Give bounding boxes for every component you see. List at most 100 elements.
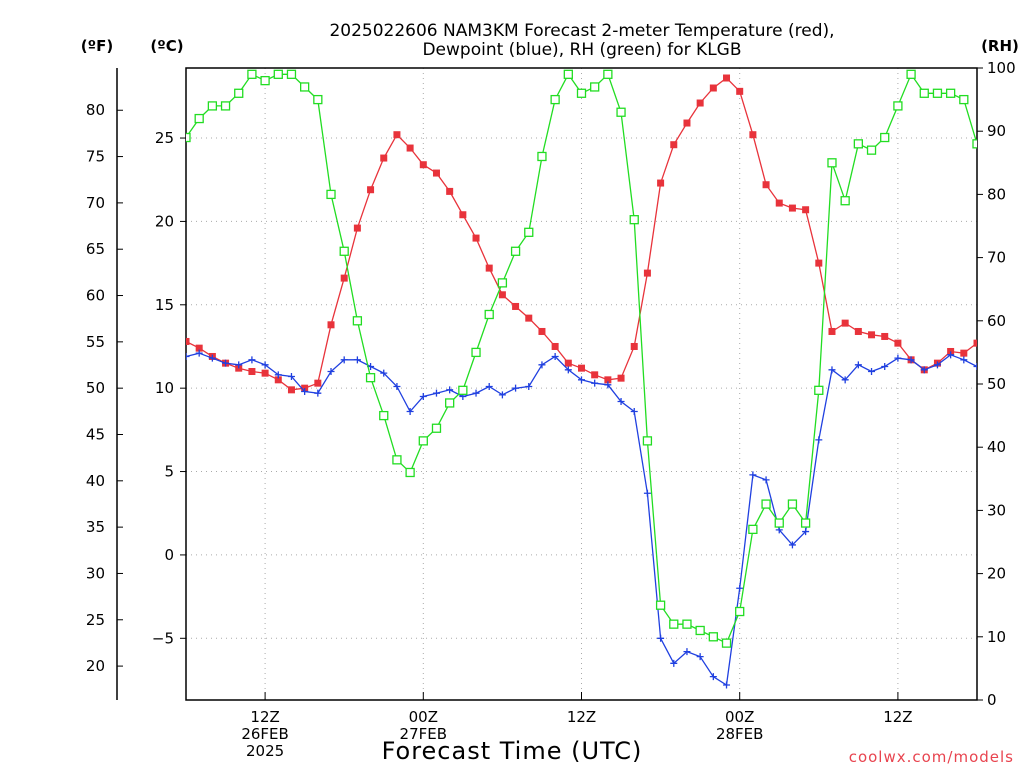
rh-point: [445, 398, 455, 408]
rh-point: [194, 113, 204, 124]
dewpoint-series: [186, 349, 977, 689]
dewpoint-point: [327, 367, 335, 375]
temperature-point: [736, 87, 744, 95]
rh-point: [299, 82, 310, 92]
dewpoint-point: [762, 476, 770, 484]
rh-point: [893, 101, 903, 111]
temperature-point: [380, 154, 388, 162]
dewpoint-point: [591, 379, 599, 387]
celsius-tick-label: −5: [152, 629, 174, 647]
rh-tick-label: 20: [987, 565, 1006, 583]
dewpoint-point: [235, 361, 243, 369]
celsius-tick-label: 10: [155, 379, 174, 397]
temperature-point: [353, 224, 361, 232]
dewpoint-point: [683, 648, 691, 656]
rh-point: [537, 151, 547, 162]
temperature-point: [186, 337, 190, 345]
dewpoint-point: [186, 352, 190, 360]
temperature-point: [696, 99, 704, 107]
rh-point: [880, 132, 890, 143]
dewpoint-point: [604, 381, 612, 389]
rh-point: [405, 467, 415, 478]
fahrenheit-tick-label: 20: [86, 657, 105, 675]
rh-tick-label: 50: [987, 375, 1006, 393]
dewpoint-point: [920, 366, 928, 374]
temperature-point: [841, 319, 849, 327]
temperature-point: [512, 302, 520, 310]
fahrenheit-tick-label: 40: [86, 472, 105, 490]
x-tick-label: 00Z: [409, 708, 438, 726]
dewpoint-point: [868, 367, 876, 375]
rh-point: [260, 75, 270, 86]
rh-point: [186, 132, 191, 143]
temperature-point: [406, 144, 414, 152]
rh-point: [563, 69, 573, 79]
celsius-axis-unit: (ºC): [150, 37, 183, 55]
rh-point: [379, 410, 389, 421]
rh-point: [787, 499, 798, 509]
dewpoint-point: [578, 376, 585, 384]
dewpoint-point: [630, 408, 638, 416]
temperature-point: [261, 369, 269, 377]
x-tick-label: 00Z: [725, 708, 754, 726]
temperature-point: [446, 187, 454, 195]
temperature-point: [762, 181, 770, 189]
dewpoint-point: [670, 659, 678, 667]
temperature-point: [604, 376, 612, 384]
temperature-point: [314, 379, 322, 387]
rh-point: [945, 88, 956, 98]
series-layer: [186, 69, 977, 689]
temperature-point: [683, 119, 691, 127]
temperature-point: [723, 74, 731, 82]
dewpoint-point: [248, 356, 256, 364]
rh-point: [484, 309, 494, 320]
rh-tick-label: 10: [987, 628, 1006, 646]
dewpoint-point: [815, 436, 823, 444]
rh-point: [959, 94, 969, 105]
dewpoint-point: [709, 673, 717, 681]
celsius-tick-label: 5: [164, 463, 174, 481]
dewpoint-point: [406, 408, 414, 416]
x-axis-label: Forecast Time (UTC): [382, 737, 643, 765]
dewpoint-point: [723, 681, 731, 689]
fahrenheit-tick-label: 50: [86, 379, 105, 397]
rh-point: [932, 88, 943, 98]
rh-point: [642, 436, 653, 446]
dewpoint-point: [340, 356, 348, 364]
dewpoint-line: [186, 352, 977, 687]
temperature-point: [525, 314, 533, 322]
rh-point: [458, 385, 468, 395]
celsius-tick-label: 20: [155, 212, 174, 230]
dewpoint-point: [802, 528, 810, 536]
rh-point: [800, 518, 811, 528]
rh-point: [669, 619, 679, 629]
temperature-point: [485, 264, 493, 272]
rh-point: [220, 101, 231, 111]
fahrenheit-tick-label: 60: [86, 287, 105, 305]
rh-point: [919, 88, 929, 98]
temperature-point: [459, 211, 467, 219]
dewpoint-point: [287, 372, 295, 380]
dewpoint-point: [525, 383, 533, 391]
dewpoint-point: [222, 359, 230, 367]
dewpoint-point: [261, 361, 269, 369]
temperature-point: [973, 339, 977, 347]
dewpoint-point: [446, 386, 454, 394]
rh-point: [748, 524, 758, 535]
temperature-point: [828, 327, 836, 335]
dewpoint-point: [380, 369, 388, 377]
rh-point: [774, 518, 784, 528]
rh-tick-label: 60: [987, 312, 1006, 330]
temperature-point: [868, 331, 876, 339]
x-tick-label: 2025: [246, 742, 284, 760]
fahrenheit-tick-label: 45: [86, 425, 105, 443]
fahrenheit-tick-label: 55: [86, 333, 105, 351]
rh-point: [721, 638, 732, 648]
temperature-point: [538, 327, 546, 335]
rh-point: [695, 625, 705, 636]
rh-point: [247, 69, 257, 79]
fahrenheit-axis-unit: (ºF): [81, 37, 113, 55]
rh-point: [906, 69, 916, 79]
dewpoint-point: [301, 388, 309, 396]
rh-point: [708, 632, 718, 642]
